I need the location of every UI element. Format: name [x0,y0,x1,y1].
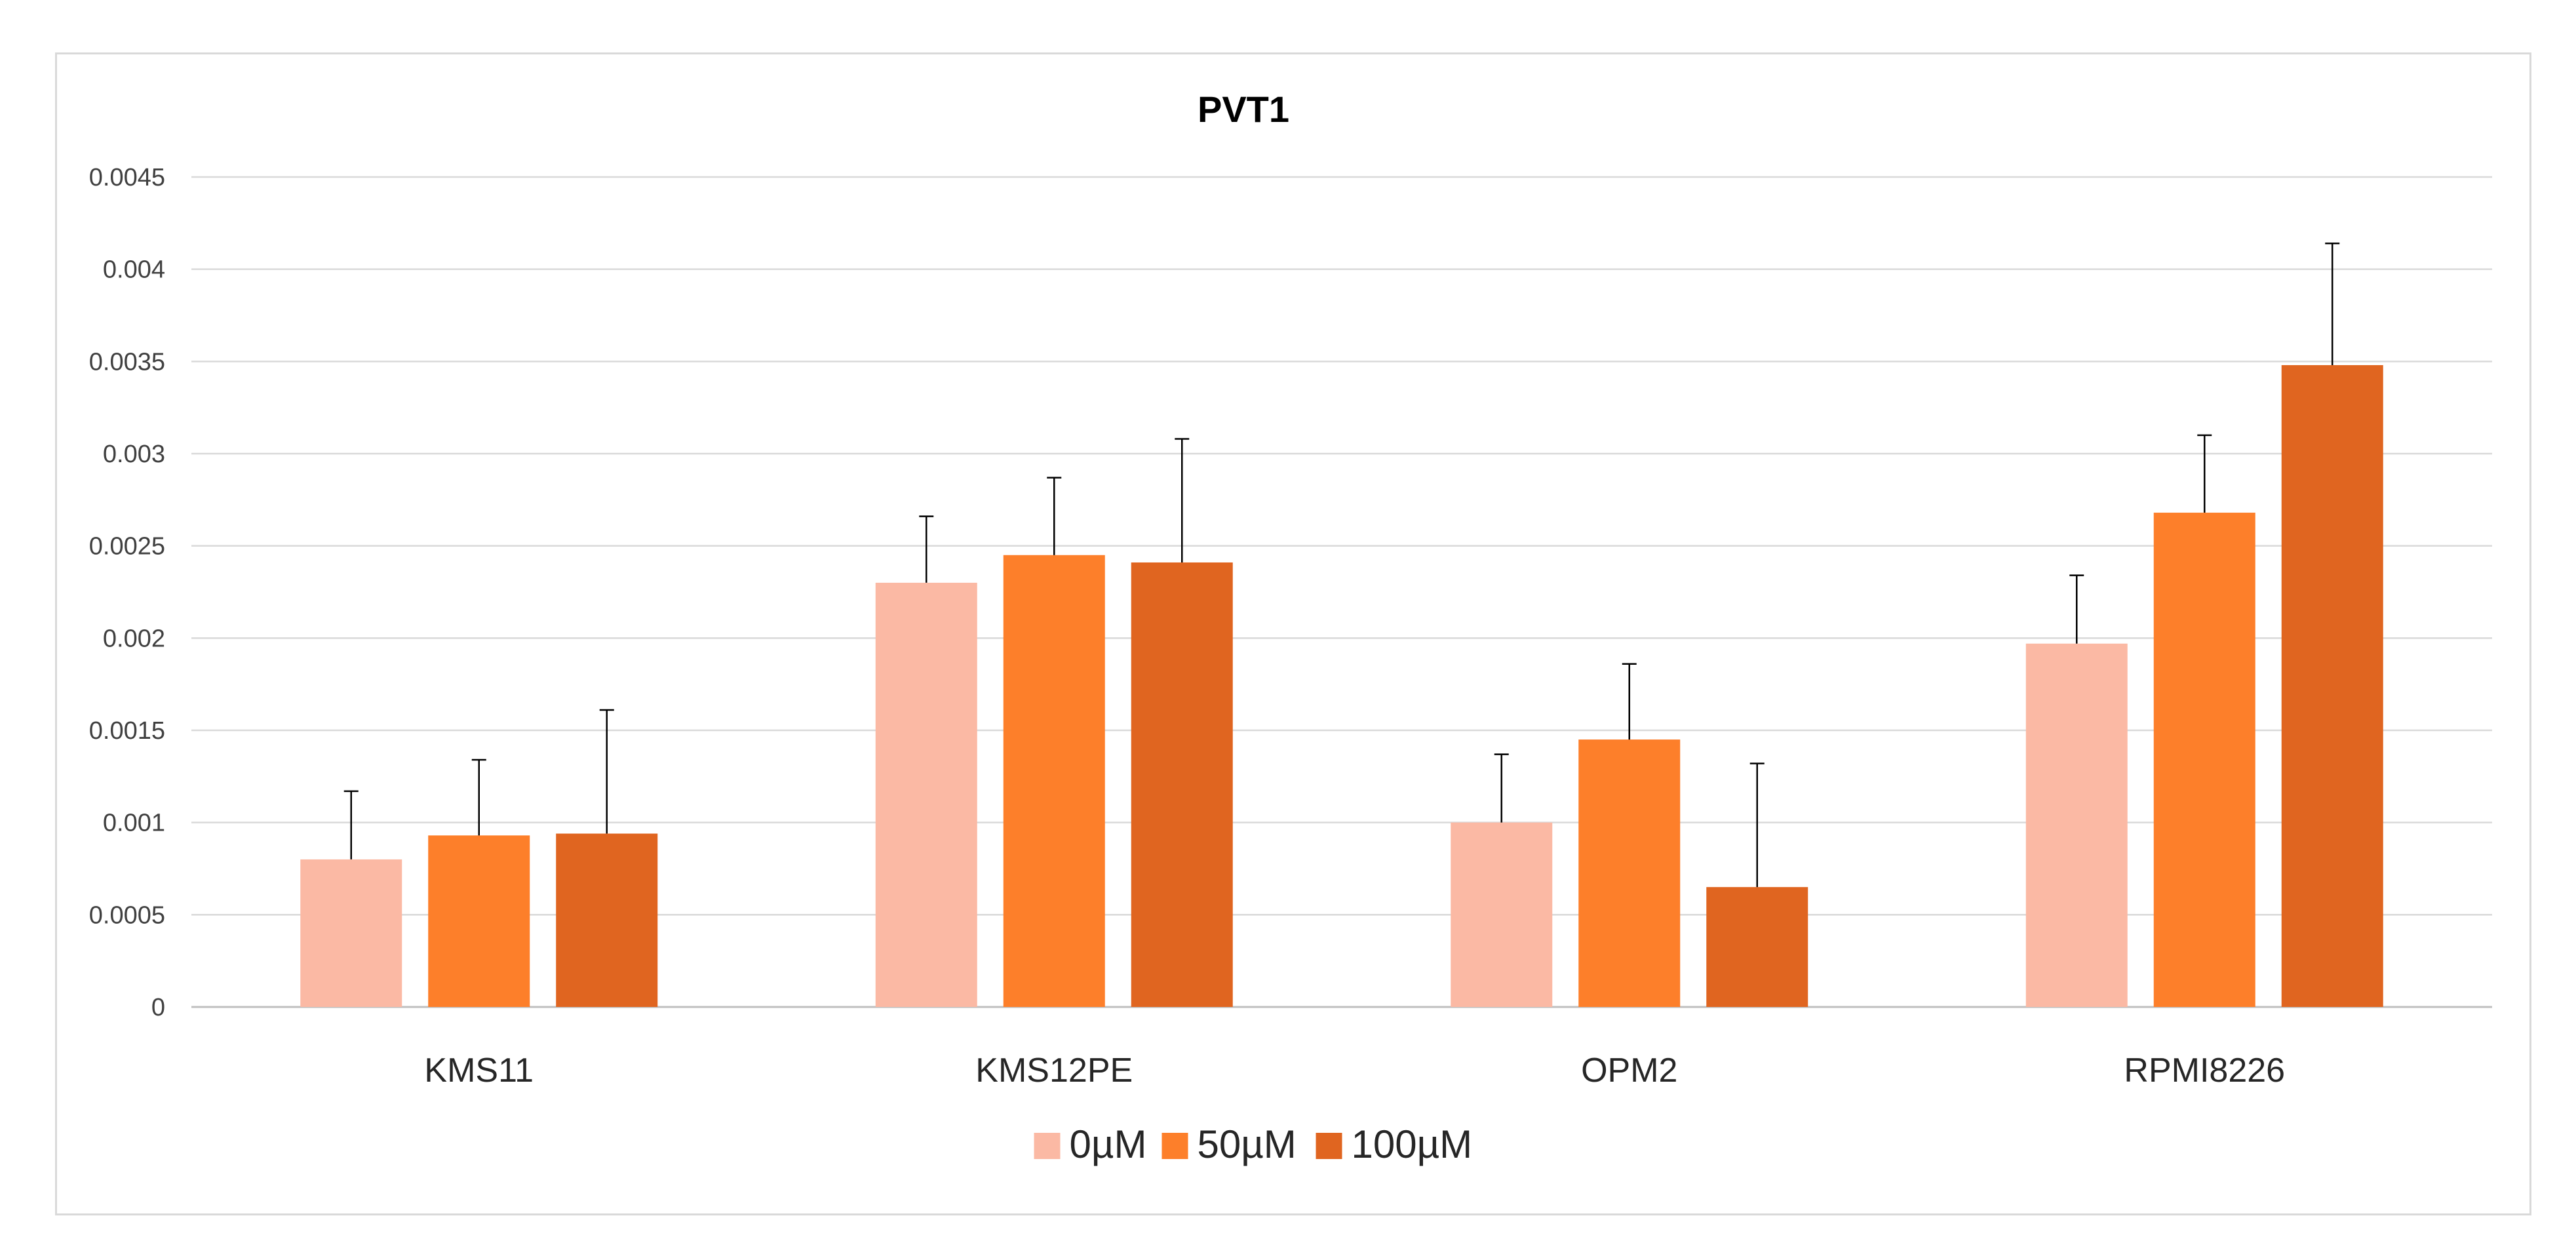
bar [1451,822,1553,1007]
y-tick-label: 0 [151,994,165,1021]
y-tick-label: 0.0025 [89,533,165,561]
x-tick-label: KMS11 [424,1052,534,1090]
legend-swatch [1161,1133,1188,1159]
y-axis-ticks: 0 0.0005 0.001 0.0015 0.002 0.0025 0.003 0.0035… [89,164,165,1021]
bar [1706,887,1808,1007]
y-tick-label: 0.0035 [89,348,165,376]
legend-label: 100µM [1352,1122,1473,1166]
bar [2025,643,2128,1007]
y-tick-label: 0.0045 [89,164,165,191]
bar [1578,739,1681,1007]
chart-frame [55,52,2531,1215]
legend: 0µM 50µM 100µM [1034,1122,1473,1166]
legend-swatch [1034,1133,1061,1159]
bar [300,859,402,1007]
legend-label: 0µM [1070,1122,1147,1166]
x-tick-label: OPM2 [1581,1052,1677,1090]
bar [875,582,977,1007]
y-tick-label: 0.003 [103,441,165,468]
bar [1131,562,1233,1007]
y-tick-label: 0.004 [103,256,165,284]
x-tick-label: RPMI8226 [2124,1052,2285,1090]
y-tick-label: 0.0005 [89,901,165,929]
gridlines [191,176,2492,1008]
chart-title: PVT1 [1198,89,1289,130]
bar [2153,513,2255,1007]
bar [428,835,530,1007]
legend-label: 50µM [1198,1122,1297,1166]
bar [1003,555,1105,1007]
bar [556,833,658,1007]
y-tick-label: 0.002 [103,625,165,652]
y-tick-label: 0.001 [103,810,165,837]
error-bars [343,243,2340,888]
y-tick-label: 0.0015 [89,717,165,745]
x-axis-ticks: KMS11 KMS12PE OPM2 RPMI8226 [424,1052,2285,1090]
legend-swatch [1316,1133,1342,1159]
x-tick-label: KMS12PE [975,1052,1133,1090]
bar [2281,364,2383,1007]
bars [300,364,2383,1007]
